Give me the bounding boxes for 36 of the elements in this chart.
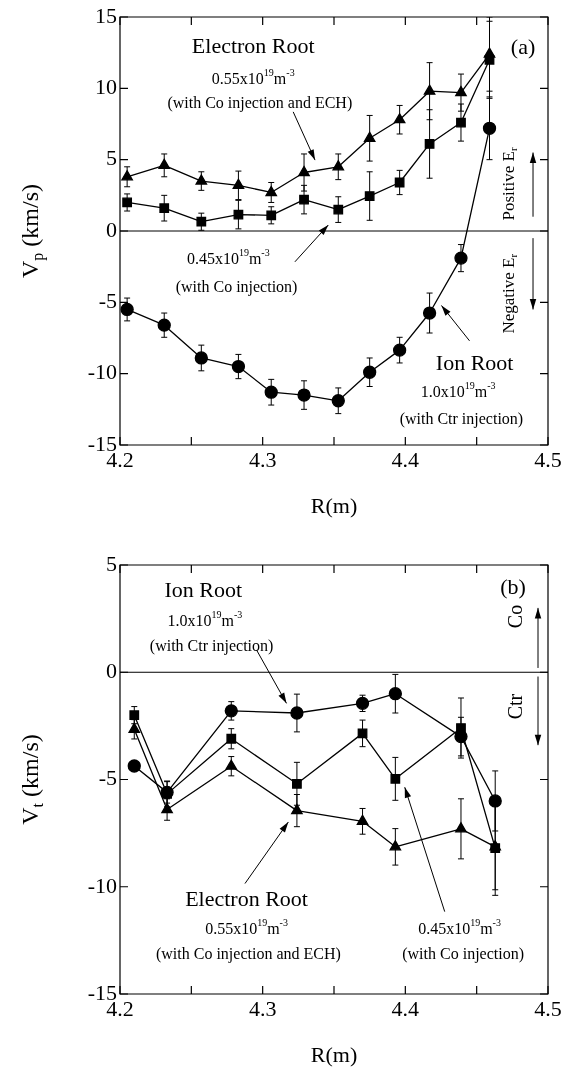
y-tick-label: -5: [98, 765, 117, 791]
annotation: (b): [500, 573, 526, 599]
annotation: Co: [503, 604, 526, 629]
annotation: Negative Er: [498, 253, 520, 334]
x-tick-label: 4.3: [248, 446, 277, 472]
annotation: (with Co injection): [402, 944, 524, 963]
x-tick-label: 4.3: [248, 995, 277, 1021]
annotation: (with Ctr injection): [149, 636, 274, 655]
annotation: Electron Root: [185, 885, 308, 911]
y-tick-label: 5: [106, 145, 117, 171]
y-tick-label: 10: [95, 74, 117, 100]
y-tick-label: -10: [87, 359, 117, 385]
x-axis-title: R(m): [310, 1041, 358, 1067]
y-axis-title: Vp (km/s): [17, 183, 48, 278]
annotation: Electron Root: [191, 32, 315, 58]
y-axis-title: Vt (km/s): [17, 734, 47, 825]
y-tick-label: 15: [95, 2, 117, 28]
y-tick-label: 0: [106, 216, 117, 242]
x-tick-label: 4.5: [534, 446, 562, 472]
y-tick-label: -10: [87, 872, 117, 898]
x-tick-label: 4.5: [534, 995, 562, 1021]
annotation: Ion Root: [164, 577, 243, 603]
annotation: Ion Root: [435, 350, 514, 376]
annotation: (with Co injection and ECH): [155, 944, 341, 963]
y-tick-label: 0: [106, 658, 117, 684]
x-tick-label: 4.4: [391, 995, 420, 1021]
annotation: (with Co injection): [175, 277, 298, 296]
annotation: Ctr: [503, 693, 526, 720]
annotation: (with Co injection and ECH): [167, 94, 353, 113]
annotation: (a): [510, 34, 536, 60]
annotation: Positive Er: [498, 147, 520, 221]
y-tick-label: 5: [106, 550, 117, 576]
annotation: (with Ctr injection): [399, 409, 524, 428]
y-tick-label: -5: [98, 288, 117, 314]
x-axis-title: R(m): [310, 492, 358, 518]
x-tick-label: 4.4: [391, 446, 420, 472]
